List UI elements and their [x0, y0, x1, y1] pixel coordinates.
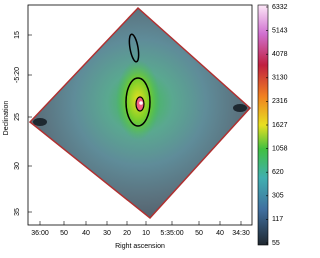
x-tick-label: 34:30: [232, 230, 250, 237]
contour: [125, 77, 151, 127]
x-tick-label: 20: [123, 230, 131, 237]
colorbar-tick-label: 5143: [272, 27, 288, 34]
chart: Declination Right ascension 36:00 50 40 30 2…: [3, 4, 288, 250]
colorbar-tick-label: 305: [272, 193, 284, 200]
x-tick-label: 50: [195, 230, 203, 237]
colorbar-tick-label: 2316: [272, 98, 288, 105]
x-tick-label: 36:00: [31, 230, 49, 237]
colorbar-tick-label: 1627: [272, 122, 288, 129]
x-tick-label: 40: [216, 230, 224, 237]
x-tick-label: 40: [82, 230, 90, 237]
peak: [139, 101, 143, 105]
colorbar-tick-label: 1058: [272, 145, 288, 152]
colorbar-tick-label: 4078: [272, 51, 288, 58]
y-tick-label: 30: [14, 162, 21, 170]
y-tick-label: 15: [14, 31, 21, 39]
dark-spot: [233, 104, 247, 112]
x-tick-label: 50: [60, 230, 68, 237]
colorbar-tick-label: 3130: [272, 75, 288, 82]
colorbar-tick-label: 6332: [272, 4, 288, 11]
y-tick-label: 25: [14, 113, 21, 121]
y-tick-label: -5:20: [14, 67, 21, 83]
contour: [128, 33, 140, 63]
x-axis-label: Right ascension: [115, 243, 165, 250]
dark-spot: [33, 118, 47, 126]
colorbar-tick-label: 620: [272, 169, 284, 176]
y-axis-label: Declination: [3, 101, 10, 136]
y-tick-label: 35: [14, 208, 21, 216]
x-tick-label: 5:35:00: [160, 230, 183, 237]
colorbar-tick-label: 55: [272, 240, 280, 247]
colorbar-tick-label: 117: [272, 216, 283, 223]
x-tick-label: 30: [103, 230, 111, 237]
x-tick-label: 10: [142, 230, 150, 237]
